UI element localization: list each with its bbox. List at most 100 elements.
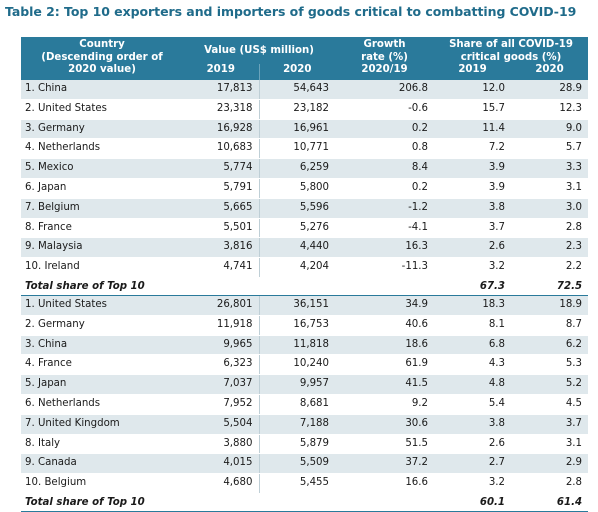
value-2020: 36,151: [259, 295, 336, 316]
value-2020: 5,509: [259, 453, 336, 475]
header-share-line1: Share of all COVID-19: [449, 39, 573, 50]
header-value-2019: 2019: [183, 64, 260, 80]
country-name: 3. China: [21, 335, 183, 356]
value-2019: 17,813: [183, 80, 260, 100]
share-2020: 28.9: [511, 80, 589, 100]
growth-rate: -1.2: [335, 198, 435, 219]
exporter-row: 3. Germany 16,928 16,961 0.2 11.4 9.0: [21, 119, 589, 140]
value-2019: 23,318: [183, 99, 260, 120]
value-2019: 9,965: [183, 335, 260, 356]
share-2019: 4.8: [434, 374, 512, 395]
share-2020: 3.0: [511, 198, 589, 219]
share-2020: 3.7: [511, 414, 589, 435]
growth-rate: 0.2: [335, 119, 435, 140]
share-2020: 12.3: [511, 99, 589, 120]
country-name: 8. France: [21, 218, 183, 239]
country-name: 4. Netherlands: [21, 138, 183, 160]
header-growth-line3: 2020/19: [361, 64, 408, 75]
growth-rate: 37.2: [335, 453, 435, 475]
value-2020: 8,681: [259, 394, 336, 415]
country-name: 2. Germany: [21, 315, 183, 336]
value-2020: 16,961: [259, 119, 336, 140]
importer-row: 2. Germany 11,918 16,753 40.6 8.1 8.7: [21, 315, 589, 336]
country-name: 9. Canada: [21, 453, 183, 475]
header-growth-line2: rate (%): [361, 51, 408, 63]
exporter-row: 5. Mexico 5,774 6,259 8.4 3.9 3.3: [21, 158, 589, 179]
value-2020: 6,259: [259, 158, 336, 179]
growth-rate: 16.6: [335, 473, 435, 494]
value-2019: 4,741: [183, 257, 260, 278]
share-2019: 3.8: [434, 198, 512, 219]
country-name: 1. United States: [21, 295, 183, 316]
share-2019: 3.9: [434, 158, 512, 179]
total-share-2019: 67.3: [434, 276, 512, 296]
value-2020: 5,879: [259, 434, 336, 455]
value-2019: 3,880: [183, 434, 260, 455]
share-2019: 3.2: [434, 473, 512, 494]
growth-rate: 51.5: [335, 434, 435, 455]
growth-rate: 41.5: [335, 374, 435, 395]
header-share-2019: 2019: [434, 64, 512, 80]
value-2019: 16,928: [183, 119, 260, 140]
country-name: 8. Italy: [21, 434, 183, 455]
exporter-row: 8. France 5,501 5,276 -4.1 3.7 2.8: [21, 218, 589, 239]
header-country-line2: (Descending order of: [41, 51, 163, 63]
value-2020: 11,818: [259, 335, 336, 356]
growth-rate: 61.9: [335, 354, 435, 376]
table-header: Country (Descending order of 2020 value)…: [21, 37, 589, 80]
importer-row: 7. United Kingdom 5,504 7,188 30.6 3.8 3.7: [21, 414, 589, 435]
value-2020: 10,771: [259, 138, 336, 160]
importer-total-row: Total share of Top 10 60.1 61.4: [21, 492, 589, 512]
growth-rate: 0.2: [335, 178, 435, 199]
value-2020: 5,276: [259, 218, 336, 239]
country-name: 5. Japan: [21, 374, 183, 395]
share-2019: 2.6: [434, 434, 512, 455]
share-2020: 5.3: [511, 354, 589, 376]
share-2020: 8.7: [511, 315, 589, 336]
country-name: 6. Japan: [21, 178, 183, 199]
share-2020: 3.1: [511, 434, 589, 455]
value-2019: 10,683: [183, 138, 260, 160]
total-share-2019: 60.1: [434, 492, 512, 512]
growth-rate: 8.4: [335, 158, 435, 179]
value-2020: 54,643: [259, 80, 336, 100]
value-2019: 11,918: [183, 315, 260, 336]
country-name: 2. United States: [21, 99, 183, 120]
share-2019: 3.2: [434, 257, 512, 278]
header-country: Country (Descending order of 2020 value): [21, 37, 183, 80]
value-2020: 5,800: [259, 178, 336, 199]
share-2020: 9.0: [511, 119, 589, 140]
exporter-row: 9. Malaysia 3,816 4,440 16.3 2.6 2.3: [21, 237, 589, 259]
total-share-2020: 61.4: [511, 492, 589, 512]
value-2019: 4,015: [183, 453, 260, 475]
country-name: 6. Netherlands: [21, 394, 183, 415]
share-2019: 3.7: [434, 218, 512, 239]
exporter-row: 7. Belgium 5,665 5,596 -1.2 3.8 3.0: [21, 198, 589, 219]
header-share: Share of all COVID-19 critical goods (%): [434, 37, 589, 64]
importer-row: 8. Italy 3,880 5,879 51.5 2.6 3.1: [21, 434, 589, 455]
value-2019: 4,680: [183, 473, 260, 494]
country-name: 9. Malaysia: [21, 237, 183, 259]
value-2019: 7,952: [183, 394, 260, 415]
importer-row: 5. Japan 7,037 9,957 41.5 4.8 5.2: [21, 374, 589, 395]
share-2019: 18.3: [434, 295, 512, 316]
importer-row: 4. France 6,323 10,240 61.9 4.3 5.3: [21, 354, 589, 376]
share-2019: 11.4: [434, 119, 512, 140]
exporter-row: 1. China 17,813 54,643 206.8 12.0 28.9: [21, 80, 589, 100]
value-2020: 23,182: [259, 99, 336, 120]
value-2019: 5,665: [183, 198, 260, 219]
country-name: 5. Mexico: [21, 158, 183, 179]
country-name: 1. China: [21, 80, 183, 100]
header-growth: Growth rate (%) 2020/19: [335, 37, 435, 80]
share-2019: 8.1: [434, 315, 512, 336]
share-2020: 2.8: [511, 473, 589, 494]
importer-row: 1. United States 26,801 36,151 34.9 18.3 18.9: [21, 295, 589, 316]
share-2019: 3.9: [434, 178, 512, 199]
country-name: 7. Belgium: [21, 198, 183, 219]
share-2020: 2.9: [511, 453, 589, 475]
share-2019: 2.6: [434, 237, 512, 259]
total-label: Total share of Top 10: [21, 276, 435, 296]
exporter-row: 2. United States 23,318 23,182 -0.6 15.7 12.3: [21, 99, 589, 120]
share-2020: 5.2: [511, 374, 589, 395]
value-2019: 26,801: [183, 295, 260, 316]
